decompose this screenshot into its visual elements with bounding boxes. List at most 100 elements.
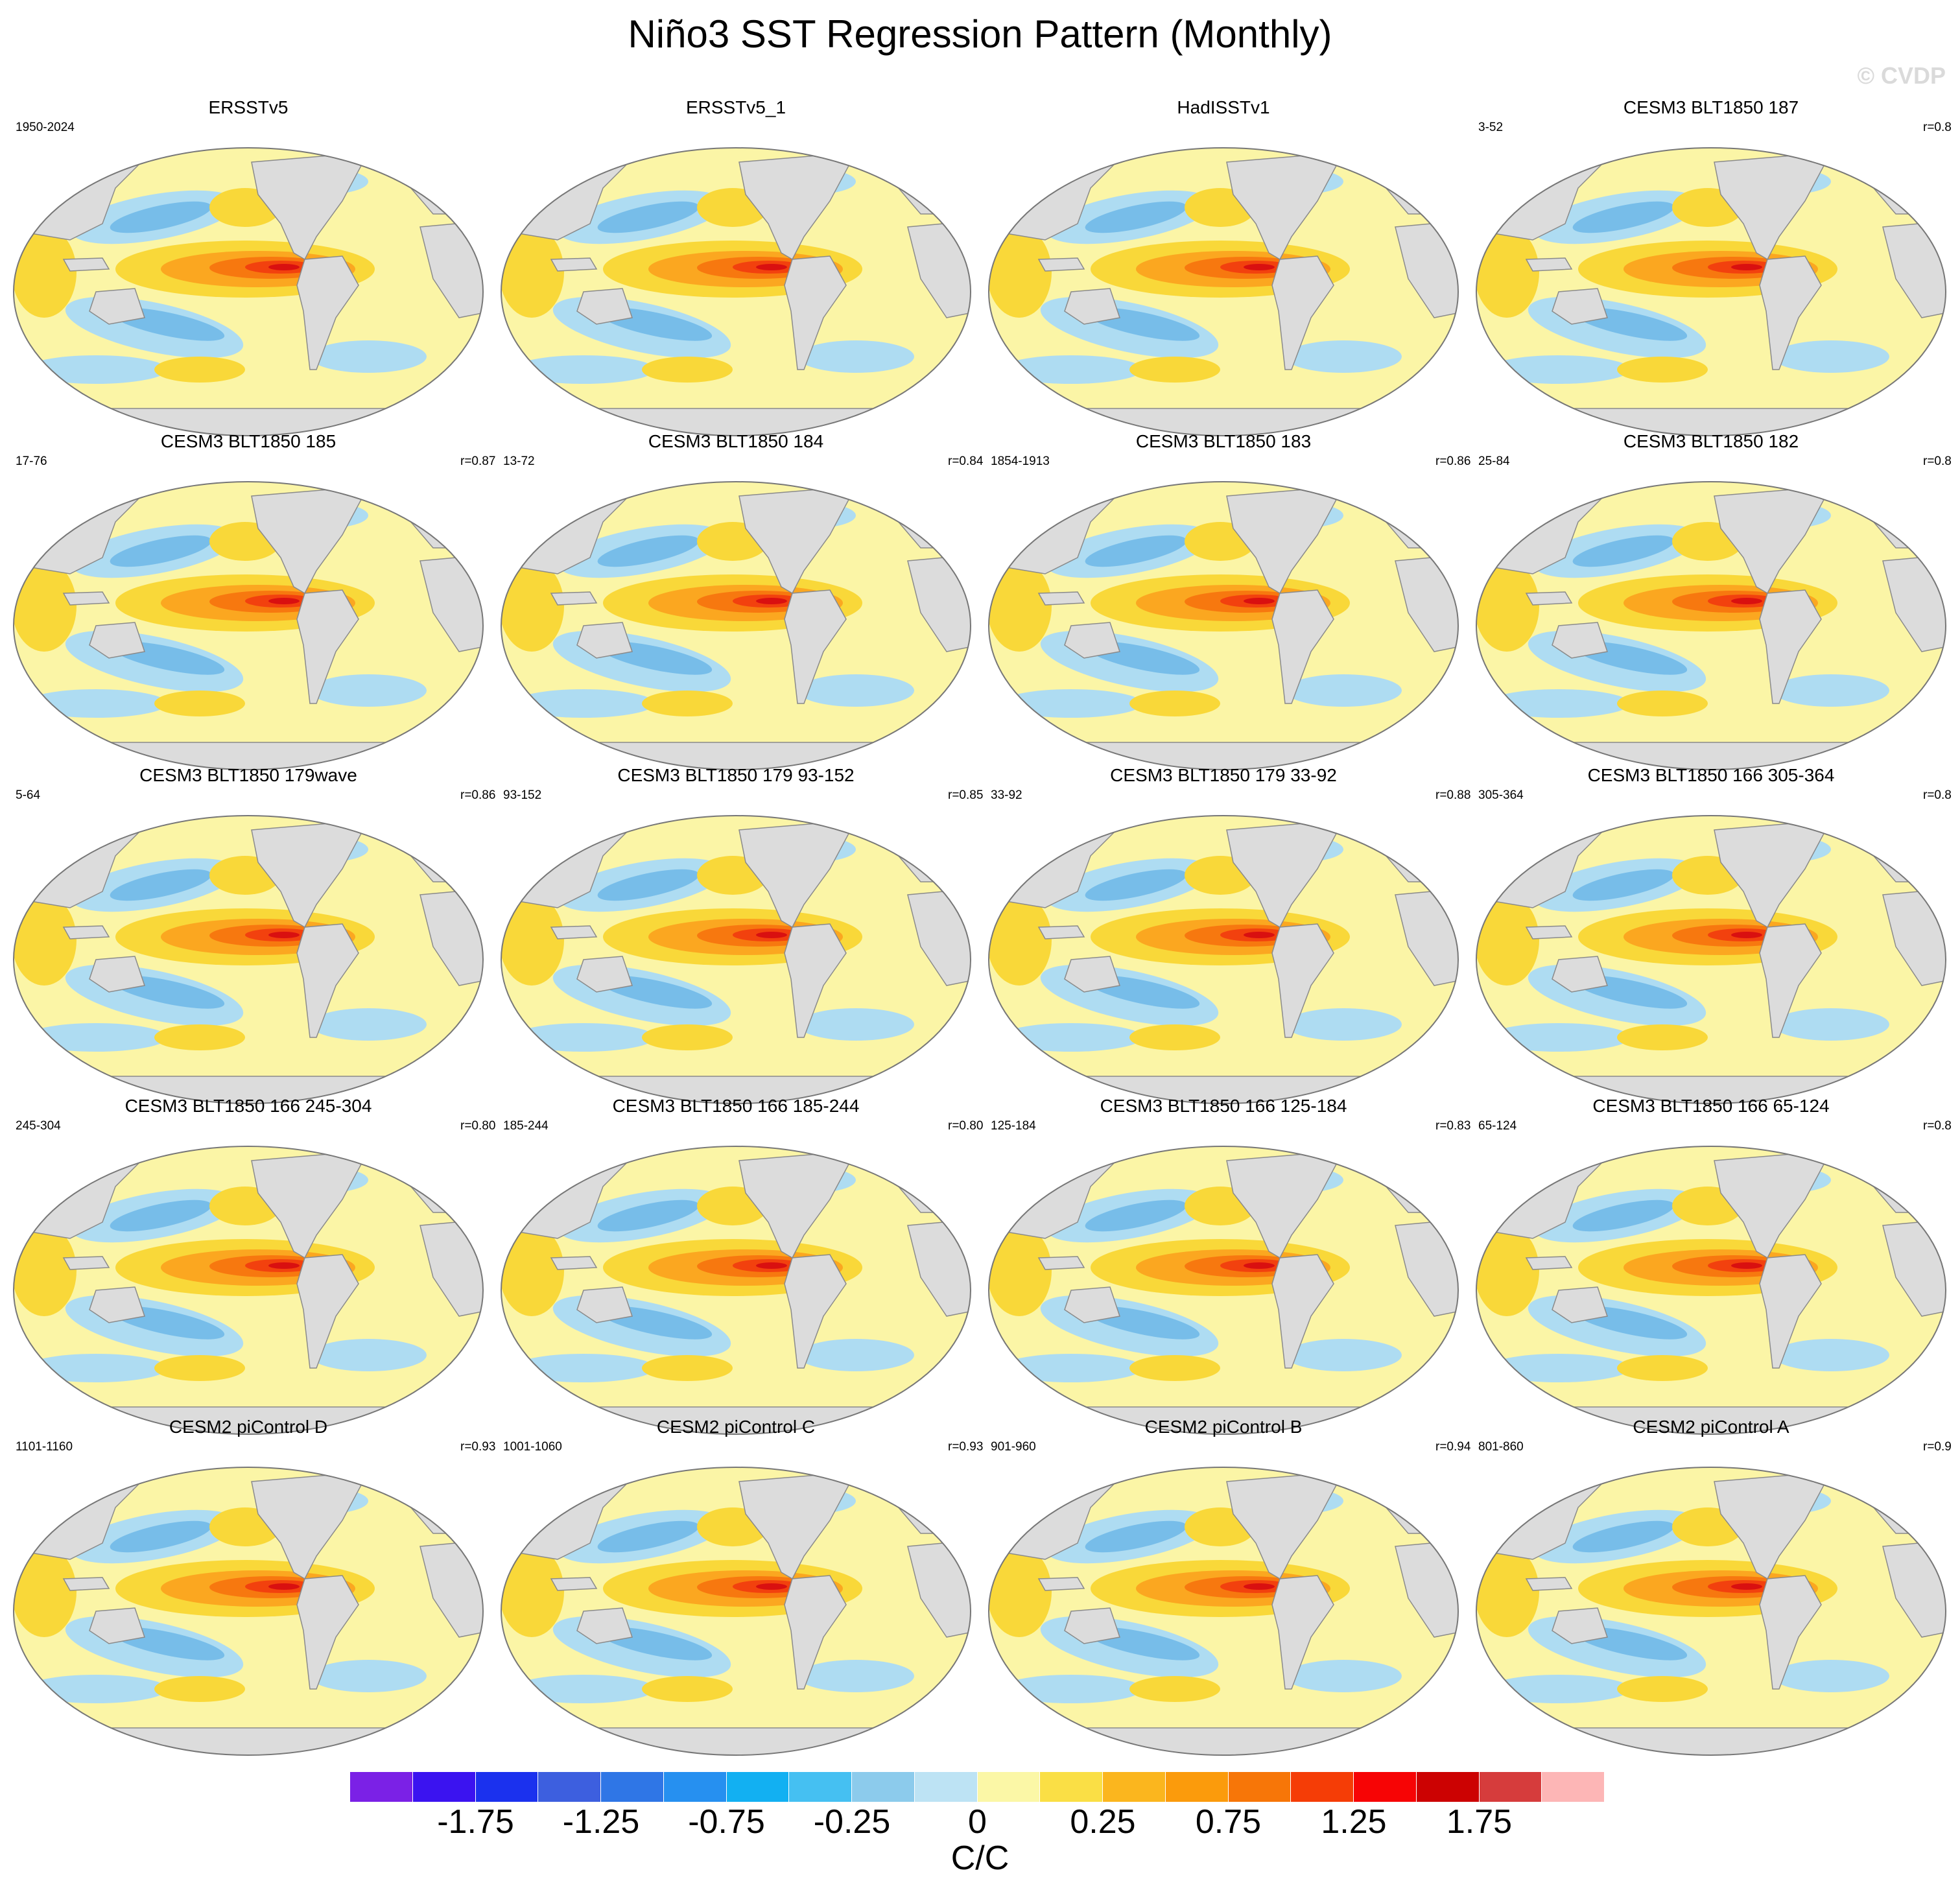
australia-land bbox=[1064, 622, 1120, 659]
australia-land bbox=[1064, 1286, 1120, 1323]
map-svg bbox=[13, 147, 484, 436]
panel-title: CESM2 piControl A bbox=[1633, 1417, 1789, 1437]
panel-title: CESM3 BLT1850 179 93-152 bbox=[617, 765, 855, 785]
map-panel: CESM2 piControl B 901-960 bbox=[980, 1417, 1467, 1756]
north-pacific-negative-core bbox=[1572, 201, 1675, 233]
maritime-continent-land bbox=[550, 591, 598, 606]
colorbar-swatch bbox=[977, 1772, 1041, 1802]
indian-ocean-positive bbox=[14, 561, 77, 652]
south-pacific-positive bbox=[1617, 357, 1708, 383]
north-pacific-negative-core bbox=[1085, 869, 1187, 901]
map-outline bbox=[501, 1467, 971, 1756]
south-atlantic-negative bbox=[1285, 1008, 1402, 1041]
antarctica-land bbox=[1476, 1727, 1946, 1755]
panel-correlation: r=0.80 bbox=[460, 1119, 496, 1133]
map-field bbox=[1476, 148, 1946, 436]
indian-ocean-positive bbox=[989, 1546, 1052, 1637]
colorbar-tick-label: -0.25 bbox=[813, 1803, 891, 1841]
australia-land bbox=[89, 1286, 145, 1323]
panel-period: 17-76 bbox=[16, 455, 47, 468]
australia-land bbox=[576, 288, 633, 325]
south-pacific-positive bbox=[154, 691, 245, 716]
map-field bbox=[501, 148, 971, 436]
enso-tongue-max bbox=[756, 932, 787, 938]
colorbar-swatch bbox=[1354, 1772, 1417, 1802]
map-panel: CESM2 piControl C 1001-1060 bbox=[493, 1417, 979, 1756]
map-svg bbox=[13, 1467, 484, 1756]
map-svg bbox=[1476, 1467, 1946, 1756]
colorbar-swatch bbox=[1291, 1772, 1354, 1802]
panel-period: 245-304 bbox=[16, 1119, 61, 1133]
southern-ocean-negative bbox=[512, 1354, 655, 1382]
colorbar-swatch bbox=[475, 1772, 539, 1802]
map-panel: CESM3 BLT1850 184 13-72 bbox=[493, 431, 979, 770]
south-america-land bbox=[1759, 589, 1822, 704]
indian-ocean-positive bbox=[989, 895, 1052, 986]
south-america-land bbox=[1271, 1575, 1334, 1690]
south-pacific-positive bbox=[642, 357, 733, 383]
southern-ocean-negative bbox=[25, 689, 167, 718]
map-svg bbox=[988, 815, 1459, 1104]
map-panel: CESM3 BLT1850 183 1854-1913 bbox=[980, 431, 1467, 770]
indian-ocean-positive bbox=[501, 895, 564, 986]
south-pacific-positive bbox=[642, 691, 733, 716]
south-america-land bbox=[784, 923, 847, 1038]
antarctica-land bbox=[989, 1727, 1458, 1755]
map-panel: CESM2 piControl D 1101-1160 bbox=[5, 1417, 491, 1756]
panel-correlation: r=0.85 bbox=[948, 788, 984, 802]
map-svg bbox=[1476, 815, 1946, 1104]
watermark: © CVDP bbox=[1857, 62, 1946, 89]
map-outline bbox=[13, 815, 484, 1104]
north-pacific-negative-core bbox=[110, 869, 212, 901]
australia-land bbox=[576, 1286, 633, 1323]
enso-tongue-max bbox=[268, 264, 300, 270]
southern-ocean-negative bbox=[25, 1354, 167, 1382]
australia-land bbox=[89, 956, 145, 993]
south-atlantic-negative bbox=[1773, 340, 1889, 373]
south-america-land bbox=[296, 1254, 359, 1369]
south-pacific-positive bbox=[1129, 1676, 1220, 1702]
australia-land bbox=[576, 622, 633, 659]
south-atlantic-negative bbox=[310, 1660, 427, 1692]
map-svg bbox=[501, 1146, 971, 1435]
map-panel: HadISSTv1 bbox=[980, 97, 1467, 436]
south-america-land bbox=[1271, 255, 1334, 370]
south-pacific-positive bbox=[1617, 1355, 1708, 1381]
indian-ocean-positive bbox=[14, 1546, 77, 1637]
maritime-continent-land bbox=[1525, 591, 1573, 606]
colorbar-swatch bbox=[789, 1772, 852, 1802]
panel-title: CESM3 BLT1850 166 65-124 bbox=[1592, 1096, 1830, 1116]
panel-period: 1001-1060 bbox=[503, 1440, 562, 1454]
colorbar-tick-label: 1.75 bbox=[1446, 1803, 1513, 1841]
map-panel: CESM3 BLT1850 179 33-92 33-92 bbox=[980, 765, 1467, 1104]
south-america-land bbox=[1759, 255, 1822, 370]
colorbar-swatch bbox=[1228, 1772, 1292, 1802]
colorbar-swatch bbox=[601, 1772, 664, 1802]
colorbar-swatch bbox=[350, 1772, 413, 1802]
indian-ocean-positive bbox=[501, 561, 564, 652]
north-pacific-negative-core bbox=[597, 869, 700, 901]
southern-ocean-negative bbox=[1487, 689, 1630, 718]
panel-period: 1854-1913 bbox=[991, 455, 1050, 468]
panel-period: 13-72 bbox=[503, 455, 535, 468]
panel-period: 1950-2024 bbox=[16, 121, 75, 134]
south-atlantic-negative bbox=[797, 1660, 914, 1692]
enso-tongue-max bbox=[756, 1262, 787, 1269]
colorbar-swatch bbox=[726, 1772, 790, 1802]
map-panel: CESM3 BLT1850 185 17-76 bbox=[5, 431, 491, 770]
map-svg bbox=[1476, 481, 1946, 770]
southern-ocean-negative bbox=[1000, 689, 1142, 718]
colorbar-swatch bbox=[1542, 1772, 1605, 1802]
enso-tongue-max bbox=[1244, 1583, 1275, 1590]
panel-correlation: r=0.9 bbox=[1923, 1440, 1952, 1454]
panel-title: CESM3 BLT1850 183 bbox=[1135, 431, 1312, 451]
panel-title: CESM3 BLT1850 166 245-304 bbox=[124, 1096, 372, 1116]
southern-ocean-negative bbox=[512, 1675, 655, 1703]
south-atlantic-negative bbox=[310, 1339, 427, 1371]
indian-ocean-positive bbox=[1476, 561, 1539, 652]
map-outline bbox=[1476, 147, 1946, 436]
maritime-continent-land bbox=[1037, 925, 1085, 939]
colorbar-tick-label: 0 bbox=[968, 1803, 987, 1841]
map-field bbox=[1476, 1146, 1946, 1434]
colorbar-swatch bbox=[1040, 1772, 1103, 1802]
